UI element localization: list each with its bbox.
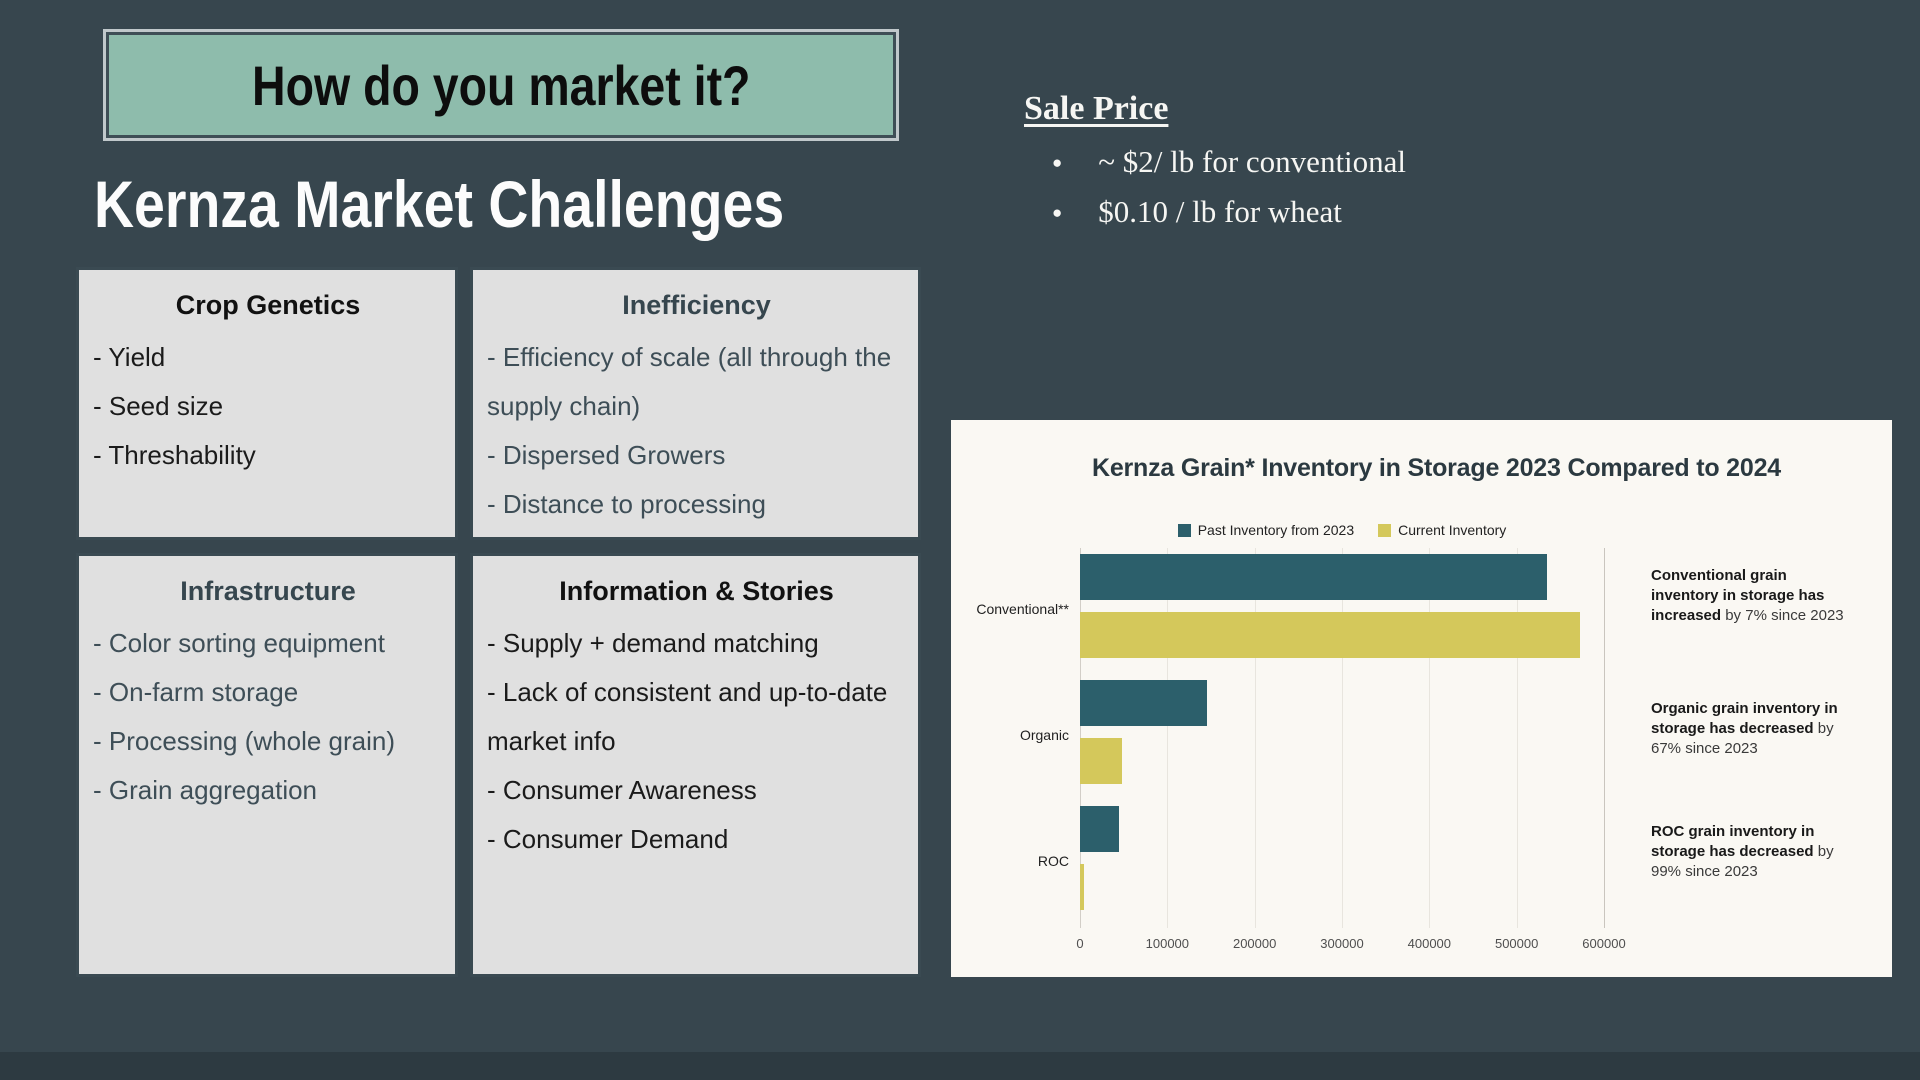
banner: How do you market it? — [106, 32, 896, 138]
x-tick-label: 100000 — [1145, 936, 1190, 951]
bullet-icon: ● — [1052, 153, 1063, 172]
bar-past-inventory — [1080, 680, 1207, 726]
gridline — [1167, 548, 1169, 928]
sale-price-bullet-text: ~ $2/ lb for conventional — [1098, 144, 1407, 179]
box-item: - Dispersed Growers — [487, 440, 726, 470]
box-item: - On-farm storage — [93, 677, 299, 707]
x-tick-label: 200000 — [1232, 936, 1277, 951]
gridline — [1604, 548, 1605, 928]
challenge-box-information-stories: Information & Stories - Supply + demand … — [470, 553, 921, 977]
challenge-box-infrastructure: Infrastructure - Color sorting equipment… — [76, 553, 458, 977]
page-title: Kernza Market Challenges — [94, 167, 785, 241]
chart-annotation: Organic grain inventory in storage has d… — [1651, 699, 1846, 758]
box-item: - Color sorting equipment — [93, 628, 385, 658]
x-tick-label: 400000 — [1407, 936, 1452, 951]
category-label: Organic — [1019, 727, 1069, 743]
gridline — [1342, 548, 1343, 928]
box-item: - Yield — [93, 342, 166, 372]
chart-annotation: Conventional grain inventory in storage … — [1651, 566, 1846, 625]
banner-title: How do you market it? — [251, 53, 751, 117]
sale-price-bullet-text: $0.10 / lb for wheat — [1098, 194, 1342, 229]
chart-x-ticks: 0 100000 200000 300000 400000 500000 600000 — [951, 420, 1892, 977]
legend-item: Past Inventory from 2023 — [1177, 522, 1355, 538]
box-item: - Grain aggregation — [93, 775, 318, 805]
bar-current-inventory — [1080, 612, 1580, 658]
sale-price-list: ● ~ $2/ lb for conventional ● $0.10 / lb fo… — [1024, 144, 1406, 230]
annotation-bold-text: Conventional grain inventory in storage … — [1651, 567, 1825, 624]
legend-swatch — [1378, 523, 1392, 537]
chart-annotations: Conventional grain inventory in storage … — [951, 420, 1892, 977]
gridline — [1516, 548, 1518, 928]
box-title: Information & Stories — [559, 576, 834, 606]
bar-current-inventory — [1080, 738, 1122, 784]
chart-categories: Conventional** Organic ROC — [951, 420, 1892, 977]
gridline — [1429, 548, 1431, 928]
box-item: - Threshability — [93, 440, 256, 470]
box-item: - Processing (whole grain) — [93, 726, 396, 756]
annotation-text: by 7% since 2023 — [1721, 606, 1844, 624]
sale-price-title: Sale Price — [1024, 90, 1169, 127]
box-item-list: - Color sorting equipment - On-farm stora… — [93, 619, 443, 815]
chart-legend: Past Inventory from 2023 Current Inventor… — [1080, 522, 1604, 538]
box-item: - Consumer Demand — [487, 824, 729, 854]
category-label: ROC — [1037, 853, 1069, 869]
box-item: - Seed size — [93, 391, 224, 421]
box-title: Inefficiency — [622, 290, 771, 320]
box-item: - Efficiency of scale (all through the s… — [487, 342, 892, 421]
chart-panel: Kernza Grain* Inventory in Storage 2023 … — [951, 420, 1892, 977]
annotation-text: by 67% since 2023 — [1651, 719, 1834, 757]
sale-price-bullet: ● ~ $2/ lb for conventional — [1024, 144, 1406, 180]
bar-current-inventory — [1080, 864, 1084, 910]
challenge-box-inefficiency: Inefficiency - Efficiency of scale (all … — [470, 267, 921, 540]
annotation-bold-text: ROC grain inventory in storage has decre… — [1651, 823, 1815, 860]
legend-swatch — [1177, 523, 1191, 537]
chart-annotation: ROC grain inventory in storage has decre… — [1651, 822, 1846, 881]
sale-price-section: Sale Price ● ~ $2/ lb for conventional ● $0… — [1024, 90, 1406, 244]
x-tick-label: 0 — [1076, 936, 1084, 951]
x-tick-label: 600000 — [1582, 936, 1626, 951]
box-title: Infrastructure — [180, 576, 356, 606]
box-item: - Consumer Awareness — [487, 775, 757, 805]
legend-label: Current Inventory — [1398, 522, 1507, 538]
box-item-list: - Supply + demand matching - Lack of cons… — [487, 619, 906, 864]
box-item-list: - Efficiency of scale (all through the s… — [487, 333, 906, 529]
box-item: - Distance to processing — [487, 489, 766, 519]
gridline — [1254, 548, 1256, 928]
bar-past-inventory — [1080, 806, 1120, 852]
bar-past-inventory — [1080, 554, 1548, 600]
challenge-box-crop-genetics: Crop Genetics - Yield - Seed size - Thresh… — [76, 267, 458, 540]
annotation-text: by 99% since 2023 — [1651, 842, 1834, 880]
box-item: - Supply + demand matching — [487, 628, 819, 658]
sale-price-bullet: ● $0.10 / lb for wheat — [1024, 194, 1406, 230]
canvas-edge — [0, 1052, 1920, 1080]
legend-label: Past Inventory from 2023 — [1197, 522, 1355, 538]
box-item-list: - Yield - Seed size - Threshability — [93, 333, 443, 480]
chart-title: Kernza Grain* Inventory in Storage 2023 … — [1091, 454, 1782, 482]
box-title: Crop Genetics — [175, 290, 361, 320]
legend-item: Current Inventory — [1378, 522, 1506, 538]
annotation-bold-text: Organic grain inventory in storage has d… — [1651, 700, 1838, 737]
bullet-icon: ● — [1052, 203, 1063, 222]
chart-bars — [951, 420, 1892, 977]
x-tick-label: 500000 — [1494, 936, 1539, 951]
category-label: Conventional** — [976, 601, 1069, 617]
x-tick-label: 300000 — [1320, 936, 1364, 951]
box-item: - Lack of consistent and up-to-date mark… — [487, 677, 888, 756]
